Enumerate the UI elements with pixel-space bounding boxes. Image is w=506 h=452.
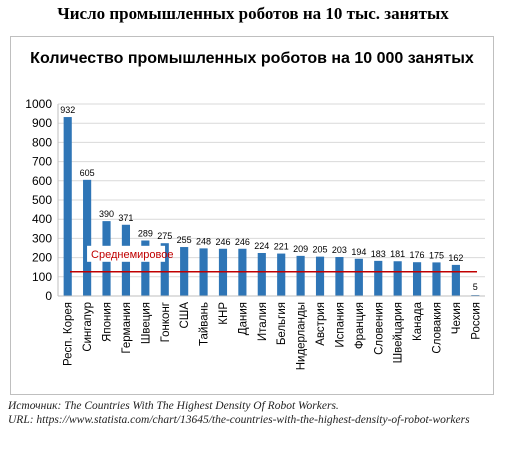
bar <box>412 262 422 296</box>
x-tick-label: Россия <box>470 302 482 340</box>
y-tick-label: 600 <box>32 174 52 188</box>
data-label: 181 <box>390 249 405 259</box>
y-tick-label: 700 <box>32 155 52 169</box>
bar <box>335 257 344 296</box>
data-label: 203 <box>332 245 347 255</box>
average-label-bg <box>87 245 166 262</box>
y-tick-label: 0 <box>45 289 52 303</box>
data-label: 209 <box>293 244 308 254</box>
x-tick-label: Австрия <box>315 302 327 346</box>
bar-chart: 0 100 200 300 400 500 600 700 800 900 1000 932 605 3… <box>25 97 485 370</box>
data-label: 224 <box>254 241 269 251</box>
x-tick-label: Швейцария <box>393 302 405 363</box>
data-label: 371 <box>118 213 133 223</box>
data-label: 5 <box>473 282 478 292</box>
x-tick-label: Германия <box>121 302 133 354</box>
bar <box>63 117 72 296</box>
bar <box>432 262 441 296</box>
data-label: 175 <box>429 250 444 260</box>
y-tick-label: 300 <box>32 231 52 245</box>
y-tick-label: 100 <box>32 270 52 284</box>
data-label: 275 <box>157 231 172 241</box>
data-label: 289 <box>138 229 153 239</box>
data-label: 255 <box>177 235 192 245</box>
source-url: URL: https://www.statista.com/chart/1364… <box>8 413 470 426</box>
data-label: 194 <box>351 247 366 257</box>
bar <box>257 252 266 296</box>
bar <box>374 260 383 296</box>
x-tick-label: Япония <box>102 302 114 342</box>
x-tick-label: США <box>179 302 191 329</box>
x-tick-label: Нидерланды <box>296 302 308 370</box>
bar <box>160 243 169 296</box>
data-label: 162 <box>448 253 463 263</box>
x-tick-label: Швеция <box>140 302 152 344</box>
x-tick-label: Дания <box>237 302 249 335</box>
x-tick-label: Сингапур <box>82 302 94 352</box>
data-label: 221 <box>274 242 289 252</box>
x-tick-label: Италия <box>257 302 269 341</box>
bar <box>354 258 363 296</box>
y-tick-label: 200 <box>32 251 52 265</box>
bar <box>296 255 305 296</box>
bar <box>451 264 460 296</box>
y-tick-label: 400 <box>32 212 52 226</box>
x-tick-label: Испания <box>334 302 346 348</box>
source-line: Источник: The Countries With The Highest… <box>8 400 339 412</box>
x-tick-label: КНР <box>218 302 230 325</box>
y-axis: 0 100 200 300 400 500 600 700 800 900 1000 <box>25 97 59 303</box>
x-tick-label: Респ. Корея <box>63 302 75 366</box>
data-label: 605 <box>80 168 95 178</box>
data-label: 390 <box>99 209 114 219</box>
source-note: Источник: The Countries With The Highest… <box>8 400 502 427</box>
x-tick-label: Канада <box>412 301 424 341</box>
x-tick-label: Гонконг <box>160 302 172 342</box>
x-tick-label: Бельгия <box>276 302 288 345</box>
x-tick-label: Чехия <box>451 302 463 334</box>
data-label: 932 <box>60 105 75 115</box>
average-label: Среднемировое <box>91 249 173 261</box>
data-label: 248 <box>196 236 211 246</box>
data-label: 246 <box>215 237 230 247</box>
x-tick-label: Тайвань <box>199 302 211 346</box>
average-line-group: Среднемировое <box>70 245 477 273</box>
bar <box>393 261 402 296</box>
bar <box>141 240 150 296</box>
chart-title: Количество промышленных роботов на 10 00… <box>30 50 474 67</box>
bars: 932 605 390 371 289 275 255 248 246 246 224 221 209 2… <box>60 105 480 296</box>
data-label: 176 <box>410 250 425 260</box>
y-tick-label: 800 <box>32 135 52 149</box>
y-tick-label: 500 <box>32 193 52 207</box>
bar <box>315 256 325 296</box>
data-label: 183 <box>371 249 386 259</box>
y-tick-label: 1000 <box>25 97 52 111</box>
x-tick-label: Франция <box>354 302 366 349</box>
bar <box>277 253 286 296</box>
x-tick-label: Словакия <box>431 302 443 354</box>
data-label: 205 <box>313 245 328 255</box>
y-tick-label: 900 <box>32 116 52 130</box>
data-label: 246 <box>235 237 250 247</box>
x-axis: Респ. Корея Сингапур Япония Германия Швеция Г… <box>58 295 485 370</box>
gridlines <box>58 103 485 297</box>
page-title: Число промышленных роботов на 10 тыс. за… <box>57 4 449 23</box>
bar <box>83 179 92 296</box>
x-tick-label: Словения <box>373 302 385 355</box>
